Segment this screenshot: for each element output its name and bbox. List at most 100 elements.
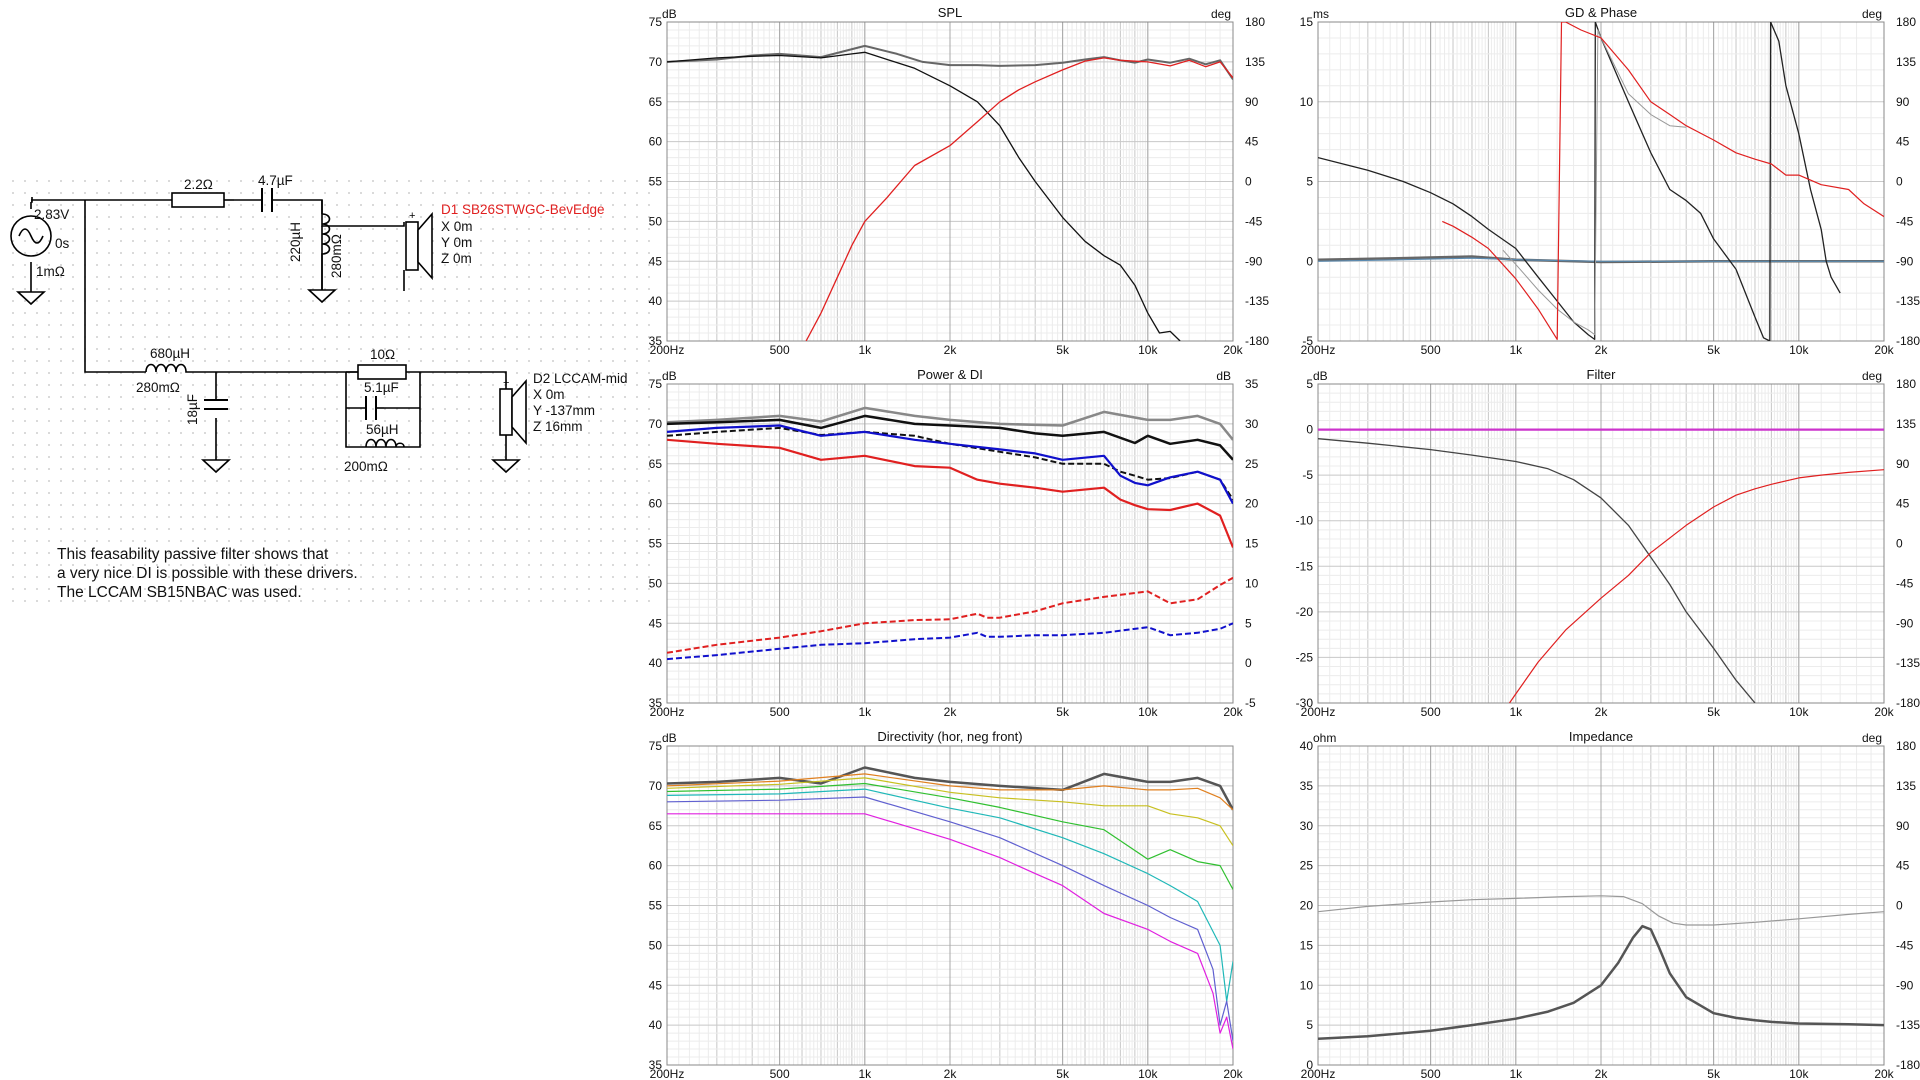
y-tick-label: 10 <box>1300 95 1314 109</box>
y-tick-label: 65 <box>649 819 663 833</box>
tweeter-x: X 0m <box>441 219 473 234</box>
ground-icon <box>15 289 522 474</box>
chart-title: Power & DI <box>917 367 983 382</box>
chart-directivity: Directivity (hor, neg front) dB 35 40 45 50 55… <box>649 729 1244 1080</box>
y-tick-label: 20 <box>1300 899 1314 913</box>
y-tick-label: 35 <box>1300 779 1314 793</box>
y-tick-label: 70 <box>649 779 663 793</box>
y-tick-label: 0 <box>1306 1058 1313 1072</box>
y2-tick-label: 5 <box>1245 616 1252 630</box>
y-tick-label: 45 <box>649 616 663 630</box>
y2-tick-label: -180 <box>1896 696 1920 710</box>
x-tick-label: 500 <box>1421 343 1441 357</box>
y-tick-label: 75 <box>649 377 663 391</box>
series-line <box>1318 924 1884 1040</box>
y-tick-label: 50 <box>649 214 663 228</box>
y2-tick-label: -135 <box>1245 294 1269 308</box>
x-tick-label: 500 <box>770 343 790 357</box>
x-tick-label: 200Hz <box>1301 343 1336 357</box>
x-tick-label: 1k <box>1509 343 1523 357</box>
tweeter-speaker-icon <box>405 211 433 281</box>
x-tick-label: 1k <box>1509 705 1523 719</box>
y2-tick-label: -90 <box>1896 978 1914 992</box>
crossover-schematic: + + 2.83V 0s 1mΩ 2.2Ω 4.7µF 220µH 280mΩ … <box>3 173 653 610</box>
x-tick-label: 10k <box>1789 705 1809 719</box>
series-line <box>667 788 1233 1002</box>
y-tick-label: 75 <box>649 15 663 29</box>
y2-axis-label: deg <box>1862 7 1882 21</box>
y2-tick-label: 135 <box>1896 55 1916 69</box>
x-tick-label: 2k <box>1595 1067 1609 1080</box>
y-axis-label: ms <box>1313 7 1329 21</box>
x-tick-label: 20k <box>1223 1067 1243 1080</box>
capacitor-icon <box>365 396 384 420</box>
x-tick-label: 10k <box>1789 343 1809 357</box>
y-axis-label: ohm <box>1313 731 1336 745</box>
l-series-label: 680µH <box>150 346 190 361</box>
y2-tick-label: 45 <box>1245 135 1259 149</box>
x-tick-label: 20k <box>1223 343 1243 357</box>
l-notch-r-label: 200mΩ <box>344 459 388 474</box>
x-tick-label: 5k <box>1707 343 1721 357</box>
plot-frame <box>666 21 1234 342</box>
chart-impedance: Impedance ohm deg 0 5 10 15 20 25 30 35 40 -180 -135 -… <box>1300 729 1920 1080</box>
note-line: This feasability passive filter shows th… <box>57 546 329 563</box>
y-tick-label: 40 <box>649 656 663 670</box>
y-tick-label: -25 <box>1296 650 1314 664</box>
capacitor-icon <box>204 399 228 410</box>
y-tick-label: 10 <box>1300 978 1314 992</box>
y2-tick-label: -180 <box>1245 334 1269 348</box>
y-tick-label: 70 <box>649 417 663 431</box>
series-line <box>805 57 1233 341</box>
series-line <box>667 414 1233 461</box>
y2-tick-label: 0 <box>1245 656 1252 670</box>
y2-axis-label: deg <box>1862 369 1882 383</box>
y2-tick-label: -45 <box>1245 214 1263 228</box>
l-shunt-label: 220µH <box>288 222 303 262</box>
source-resistance-label: 1mΩ <box>36 264 65 279</box>
x-tick-label: 5k <box>1056 705 1070 719</box>
y2-tick-label: -90 <box>1245 254 1263 268</box>
chart-spl: SPL dB deg 35 40 45 50 55 60 65 70 75 -180 -135 -90 -45… <box>649 5 1270 357</box>
y-axis-label: dB <box>662 7 677 21</box>
series-line <box>667 813 1233 1050</box>
y2-tick-label: 180 <box>1896 377 1916 391</box>
chart-title: Directivity (hor, neg front) <box>877 729 1022 744</box>
inductor-icon <box>365 438 405 448</box>
x-tick-label: 5k <box>1056 1067 1070 1080</box>
resistor-icon <box>357 364 407 380</box>
x-tick-label: 20k <box>1223 705 1243 719</box>
y-tick-label: 5 <box>1306 377 1313 391</box>
y-tick-label: 60 <box>649 859 663 873</box>
x-tick-label: 500 <box>1421 705 1441 719</box>
y2-tick-label: -180 <box>1896 334 1920 348</box>
chart-gd: GD & Phase ms deg -5 0 5 10 15 -180 -135 -90 -45 0 45… <box>1300 5 1920 357</box>
x-tick-label: 1k <box>858 343 872 357</box>
y-tick-label: 50 <box>649 938 663 952</box>
plot-frame <box>1317 383 1885 704</box>
l-shunt-r-label: 280mΩ <box>329 234 344 278</box>
l-notch-label: 56µH <box>366 422 399 437</box>
y2-tick-label: 180 <box>1896 15 1916 29</box>
x-tick-label: 200Hz <box>650 705 685 719</box>
source-voltage-label: 2.83V <box>34 207 69 222</box>
y-tick-label: 0 <box>1306 254 1313 268</box>
y2-tick-label: 45 <box>1896 497 1910 511</box>
series-line <box>667 424 1233 505</box>
capacitor-icon <box>261 188 290 212</box>
y-tick-label: 5 <box>1306 175 1313 189</box>
series-line <box>667 773 1233 811</box>
series-line <box>1509 469 1884 703</box>
y2-tick-label: 45 <box>1896 859 1910 873</box>
plot-frame <box>1317 745 1885 1066</box>
y-axis-label: dB <box>662 369 677 383</box>
x-tick-label: 20k <box>1874 343 1894 357</box>
y-tick-label: 45 <box>649 978 663 992</box>
y-tick-label: 50 <box>649 576 663 590</box>
y-tick-label: 30 <box>1300 819 1314 833</box>
x-tick-label: 5k <box>1056 343 1070 357</box>
y-tick-label: 60 <box>649 497 663 511</box>
mid-x: X 0m <box>533 387 565 402</box>
x-tick-label: 2k <box>1595 705 1609 719</box>
y-tick-label: 75 <box>649 739 663 753</box>
